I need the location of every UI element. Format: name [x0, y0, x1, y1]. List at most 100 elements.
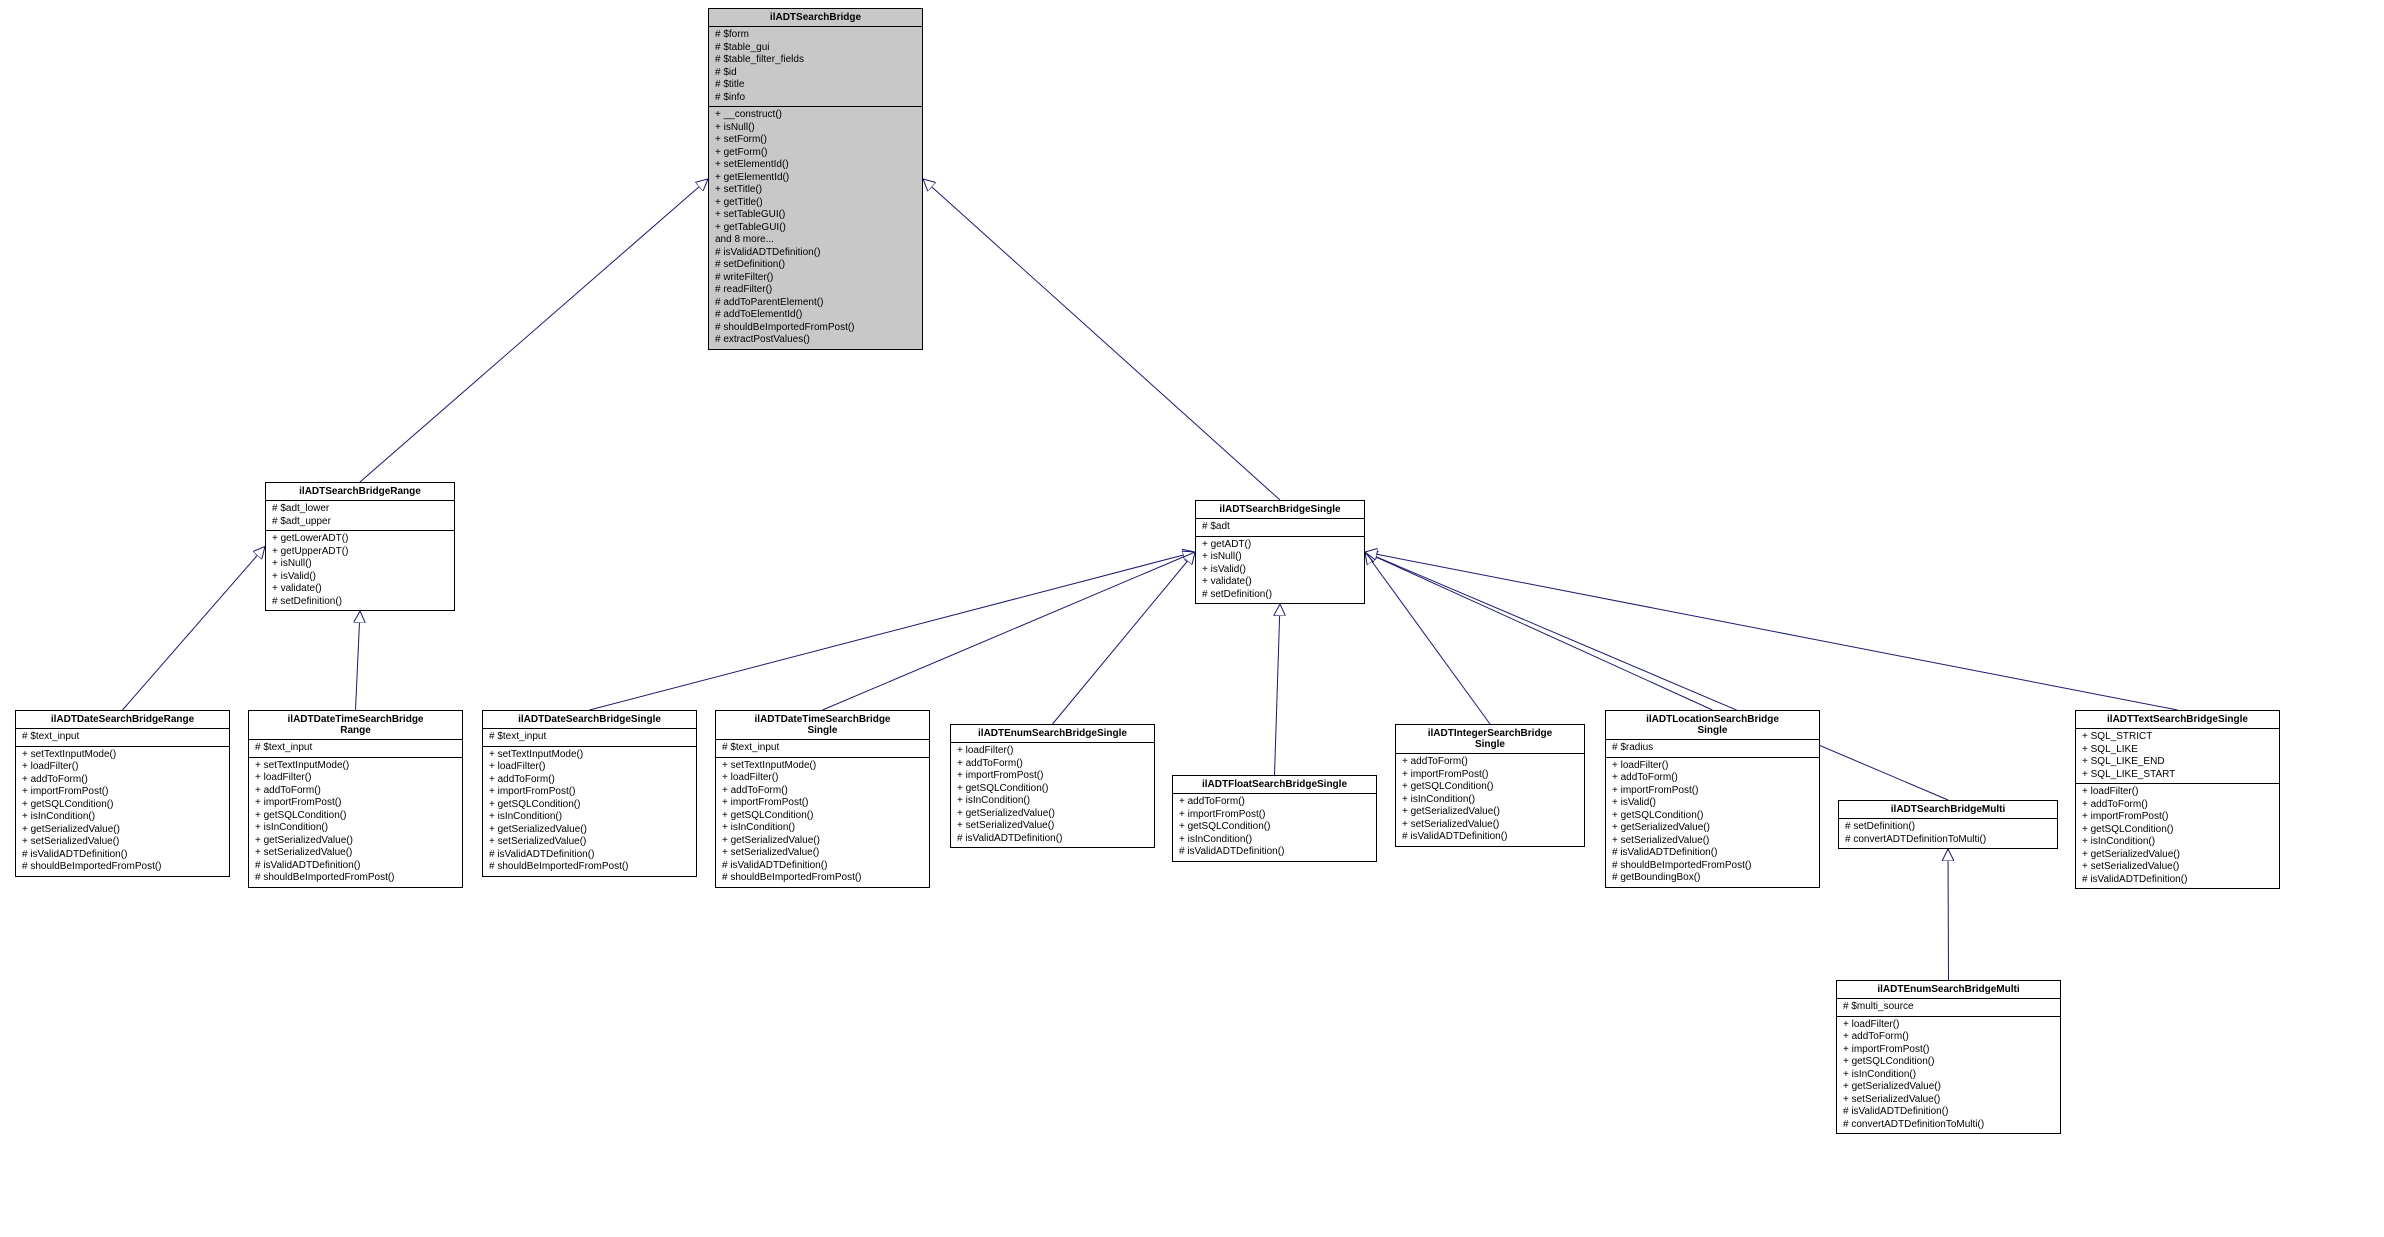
class-member: + loadFilter()	[489, 761, 690, 774]
class-member: # shouldBeImportedFromPost()	[489, 861, 690, 874]
class-member: # $text_input	[722, 742, 923, 755]
class-section: + loadFilter()+ addToForm()+ importFromP…	[2076, 784, 2279, 888]
class-member: # shouldBeImportedFromPost()	[22, 861, 223, 874]
class-member: + importFromPost()	[957, 770, 1148, 783]
class-ilADTEnumSearchBridgeMulti: ilADTEnumSearchBridgeMulti# $multi_sourc…	[1836, 980, 2061, 1134]
class-member: # $text_input	[22, 731, 223, 744]
class-member: # addToParentElement()	[715, 297, 916, 310]
class-ilADTFloatSearchBridgeSingle: ilADTFloatSearchBridgeSingle+ addToForm(…	[1172, 775, 1377, 862]
class-member: # $adt	[1202, 521, 1358, 534]
class-member: + setTitle()	[715, 184, 916, 197]
class-member: # isValidADTDefinition()	[22, 849, 223, 862]
class-title: ilADTLocationSearchBridge Single	[1606, 711, 1819, 740]
class-ilADTDateTimeSearchBridgeRange: ilADTDateTimeSearchBridge Range # $text_i…	[248, 710, 463, 888]
class-member: + SQL_LIKE	[2082, 744, 2273, 757]
class-ilADTSearchBridgeSingle: ilADTSearchBridgeSingle # $adt + getADT()+…	[1195, 500, 1365, 604]
class-title: ilADTDateTimeSearchBridge Range	[249, 711, 462, 740]
class-member: + importFromPost()	[22, 786, 223, 799]
class-section: # $radius	[1606, 740, 1819, 758]
class-ilADTDateTimeSearchBridgeSingle: ilADTDateTimeSearchBridge Single # $text_…	[715, 710, 930, 888]
class-ilADTTextSearchBridgeSingle: ilADTTextSearchBridgeSingle+ SQL_STRICT+…	[2075, 710, 2280, 889]
class-member: + isInCondition()	[255, 822, 456, 835]
class-member: + addToForm()	[2082, 799, 2273, 812]
inheritance-edge	[360, 179, 708, 482]
class-member: # $table_gui	[715, 42, 916, 55]
class-member: + getSerializedValue()	[722, 835, 923, 848]
class-member: + setTableGUI()	[715, 209, 916, 222]
class-title: ilADTDateSearchBridgeRange	[16, 711, 229, 729]
class-member: + getSerializedValue()	[2082, 849, 2273, 862]
class-member: # convertADTDefinitionToMulti()	[1845, 834, 2051, 847]
class-title: ilADTSearchBridgeSingle	[1196, 501, 1364, 519]
class-member: + addToForm()	[1402, 756, 1578, 769]
class-member: # shouldBeImportedFromPost()	[722, 872, 923, 885]
class-member: + isNull()	[715, 122, 916, 135]
class-member: + getTitle()	[715, 197, 916, 210]
class-member: # addToElementId()	[715, 309, 916, 322]
class-member: + loadFilter()	[1843, 1019, 2054, 1032]
class-section: # $text_input	[249, 740, 462, 758]
class-member: + importFromPost()	[1402, 769, 1578, 782]
class-member: + SQL_STRICT	[2082, 731, 2273, 744]
class-member: + isValid()	[1612, 797, 1813, 810]
class-member: + importFromPost()	[1843, 1044, 2054, 1057]
class-member: + setTextInputMode()	[22, 749, 223, 762]
class-member: + getSerializedValue()	[1843, 1081, 2054, 1094]
class-member: # isValidADTDefinition()	[957, 833, 1148, 846]
class-member: + addToForm()	[255, 785, 456, 798]
class-member: # setDefinition()	[715, 259, 916, 272]
class-member: # $adt_lower	[272, 503, 448, 516]
class-member: + setTextInputMode()	[489, 749, 690, 762]
class-member: # $text_input	[255, 742, 456, 755]
class-member: + setSerializedValue()	[1402, 819, 1578, 832]
class-section: + getADT()+ isNull()+ isValid()+ validat…	[1196, 537, 1364, 604]
class-member: # isValidADTDefinition()	[255, 860, 456, 873]
class-title: ilADTDateTimeSearchBridge Single	[716, 711, 929, 740]
class-member: + importFromPost()	[1612, 785, 1813, 798]
class-member: + setTextInputMode()	[722, 760, 923, 773]
class-member: + setSerializedValue()	[489, 836, 690, 849]
inheritance-edge	[1365, 552, 1713, 710]
class-member: # $multi_source	[1843, 1001, 2054, 1014]
class-section: + getLowerADT()+ getUpperADT()+ isNull()…	[266, 531, 454, 610]
class-member: + addToForm()	[722, 785, 923, 798]
class-member: + getSQLCondition()	[722, 810, 923, 823]
class-member: # isValidADTDefinition()	[2082, 874, 2273, 887]
uml-canvas: ilADTSearchBridge# $form# $table_gui# $t…	[0, 0, 2384, 1237]
class-section: # setDefinition()# convertADTDefinitionT…	[1839, 819, 2057, 848]
class-member: and 8 more...	[715, 234, 916, 247]
class-title: ilADTSearchBridge	[709, 9, 922, 27]
class-member: + importFromPost()	[722, 797, 923, 810]
inheritance-edge	[923, 179, 1280, 500]
class-section: + loadFilter()+ addToForm()+ importFromP…	[1606, 758, 1819, 887]
class-member: + getLowerADT()	[272, 533, 448, 546]
class-member: # setDefinition()	[1845, 821, 2051, 834]
class-member: + isInCondition()	[22, 811, 223, 824]
class-member: + getSQLCondition()	[489, 799, 690, 812]
class-section: + SQL_STRICT+ SQL_LIKE+ SQL_LIKE_END+ SQ…	[2076, 729, 2279, 784]
class-title: ilADTFloatSearchBridgeSingle	[1173, 776, 1376, 794]
class-section: + loadFilter()+ addToForm()+ importFromP…	[951, 743, 1154, 847]
class-member: # extractPostValues()	[715, 334, 916, 347]
class-member: + setSerializedValue()	[722, 847, 923, 860]
class-ilADTDateSearchBridgeRange: ilADTDateSearchBridgeRange # $text_input +…	[15, 710, 230, 877]
inheritance-edge	[356, 611, 361, 710]
class-ilADTSearchBridgeRange: ilADTSearchBridgeRange# $adt_lower# $adt…	[265, 482, 455, 611]
class-section: # $text_input	[483, 729, 696, 747]
inheritance-edge	[1275, 604, 1281, 775]
class-member: # $radius	[1612, 742, 1813, 755]
class-title: ilADTDateSearchBridgeSingle	[483, 711, 696, 729]
class-member: + getUpperADT()	[272, 546, 448, 559]
class-member: + isNull()	[1202, 551, 1358, 564]
inheritance-edge	[1948, 849, 1949, 980]
class-member: + addToForm()	[489, 774, 690, 787]
class-member: + getSerializedValue()	[22, 824, 223, 837]
class-member: # setDefinition()	[272, 596, 448, 609]
class-member: + addToForm()	[957, 758, 1148, 771]
class-member: + isInCondition()	[957, 795, 1148, 808]
class-member: # isValidADTDefinition()	[1179, 846, 1370, 859]
class-member: + isValid()	[272, 571, 448, 584]
class-member: + getADT()	[1202, 539, 1358, 552]
class-member: # $id	[715, 67, 916, 80]
inheritance-edge	[1365, 552, 1490, 724]
